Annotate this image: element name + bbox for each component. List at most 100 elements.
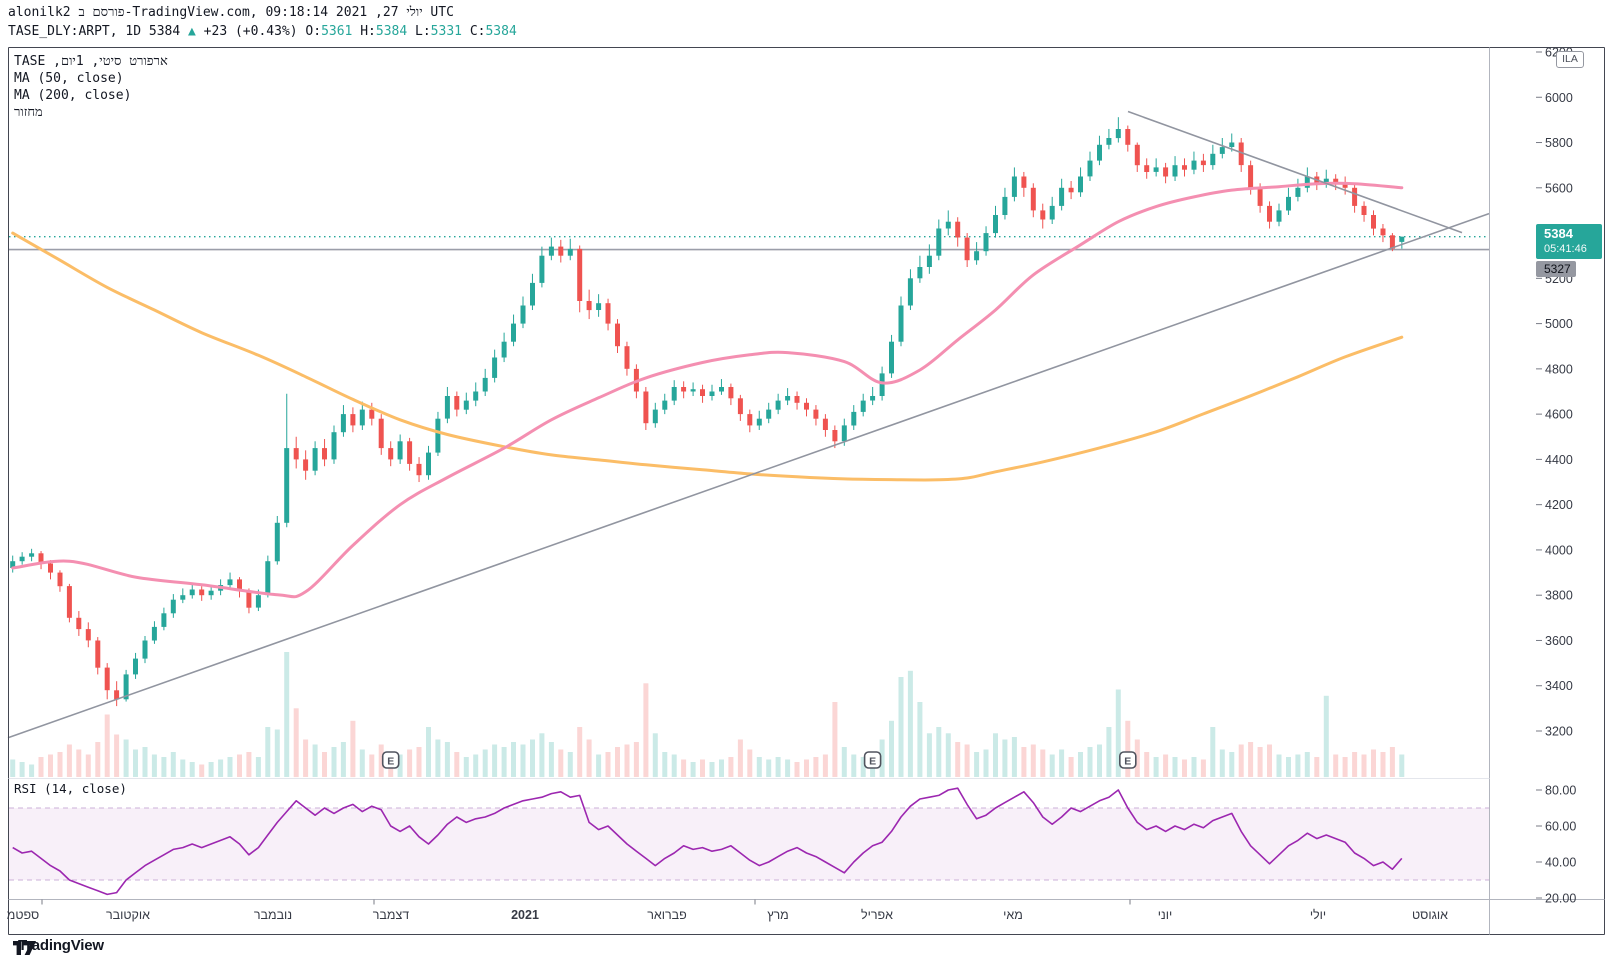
rsi-band <box>9 807 1490 881</box>
volume-bar <box>983 749 989 777</box>
volume-bar <box>274 729 280 777</box>
candle-body <box>1191 160 1197 170</box>
candle-body <box>1342 183 1348 188</box>
volume-bar <box>945 733 951 778</box>
time-axis[interactable]: ספטמ אוקטובר נובמבר דצמבר 2021 פברואר מרץ אפריל… <box>7 899 1448 923</box>
volume-bar <box>813 757 819 777</box>
candle-body <box>1068 187 1074 193</box>
countdown-timer: 05:41:46 <box>1544 243 1587 255</box>
legend-symbol-title[interactable]: ארפורט סיטי, 1יום, TASE <box>14 54 168 69</box>
volume-bar <box>114 734 120 777</box>
candle-body <box>1087 160 1093 177</box>
candle-body <box>189 589 195 596</box>
volume-bar <box>775 757 781 777</box>
candle-body <box>690 389 696 392</box>
volume-bar <box>1295 754 1301 777</box>
month-label: 2021 <box>511 908 539 922</box>
candle-body <box>104 667 110 691</box>
candle-body <box>1267 205 1272 222</box>
volume-bar <box>1399 754 1405 777</box>
brand-name: TradingView <box>18 937 104 954</box>
volume-bar <box>633 742 639 777</box>
volume-bar <box>615 747 620 777</box>
price-tick-label: 5800 <box>1545 136 1573 150</box>
ascending-support[interactable] <box>7 212 1490 739</box>
candle-body <box>265 561 271 596</box>
candle-body <box>1257 187 1263 206</box>
svg-text:E: E <box>387 756 394 768</box>
candle-body <box>114 690 120 700</box>
volume-bar <box>747 749 753 777</box>
volume-bar <box>898 677 904 777</box>
rsi-pane-legend[interactable]: RSI (14, close) <box>14 781 127 796</box>
price-axis[interactable]: 6200600058005600540052005000480046004400… <box>1536 46 1573 739</box>
candle-body <box>945 221 951 229</box>
volume-bar <box>1323 695 1329 778</box>
volume-bar <box>766 759 772 777</box>
volume-bar <box>643 683 649 778</box>
volume-bar <box>246 752 252 777</box>
volume-bar <box>1248 742 1254 777</box>
candle-body <box>974 251 980 261</box>
volume-bar <box>605 752 611 777</box>
volume-bar <box>331 747 337 777</box>
candle-body <box>1295 187 1301 197</box>
volume-bar <box>1125 720 1131 778</box>
volume-bar <box>1210 727 1216 777</box>
candle-body <box>19 556 25 562</box>
volume-bar <box>104 714 110 777</box>
candle-body <box>66 586 72 618</box>
volume-bar <box>416 747 422 777</box>
ma50-line[interactable] <box>11 181 1404 599</box>
candle-body <box>284 448 290 523</box>
legend-ma50[interactable]: MA (50, close) <box>14 71 124 86</box>
footer-brand[interactable]: TradingView <box>12 937 104 955</box>
candle-body <box>340 414 346 433</box>
volume-bar <box>1200 759 1206 777</box>
volume-bar <box>322 752 327 777</box>
candle-body <box>1097 144 1102 161</box>
candle-body <box>879 373 885 396</box>
candle-body <box>1182 165 1187 170</box>
legend-ma200[interactable]: MA (200, close) <box>14 88 132 103</box>
candle-body <box>794 396 800 403</box>
currency-badge[interactable]: ILA <box>1556 51 1584 68</box>
volume-bar <box>1106 727 1112 777</box>
candle-body <box>1163 167 1169 177</box>
volume-bar <box>955 742 961 777</box>
volume-bar <box>1040 749 1046 777</box>
candle-body <box>539 255 545 283</box>
candle-body <box>492 357 498 378</box>
volume-bar <box>577 727 583 777</box>
volume-bar <box>841 747 847 777</box>
candle-body <box>860 400 866 412</box>
volume-bar <box>1191 757 1197 777</box>
volume-bar <box>293 708 299 778</box>
descending-resistance[interactable] <box>1127 110 1463 234</box>
candle-body <box>407 441 413 464</box>
candle-body <box>907 278 913 306</box>
candle-body <box>1219 147 1225 154</box>
tradingview-logo-icon <box>13 941 36 955</box>
candlestick-series <box>10 117 1405 707</box>
candle-body <box>700 389 705 396</box>
candle-body <box>756 418 762 426</box>
volume-bar <box>66 744 72 777</box>
candle-body <box>255 595 261 608</box>
svg-text:E: E <box>1124 756 1131 768</box>
ma200-line[interactable] <box>11 231 1404 482</box>
candle-body <box>1153 167 1159 172</box>
rsi-axis[interactable]: 80.00 60.00 40.00 20.00 <box>1536 784 1576 906</box>
horizontal-line-badge: 5327 <box>1536 261 1576 277</box>
volume-bar <box>926 733 932 778</box>
trendline-drawings[interactable] <box>7 110 1490 739</box>
volume-bar <box>794 762 800 777</box>
volume-bar <box>1011 737 1017 777</box>
volume-bar <box>1219 749 1225 777</box>
candle-body <box>123 674 129 700</box>
price-tick-label: 3200 <box>1545 724 1573 738</box>
legend-volume[interactable]: מחזור <box>14 105 43 120</box>
candle-body <box>841 425 847 442</box>
